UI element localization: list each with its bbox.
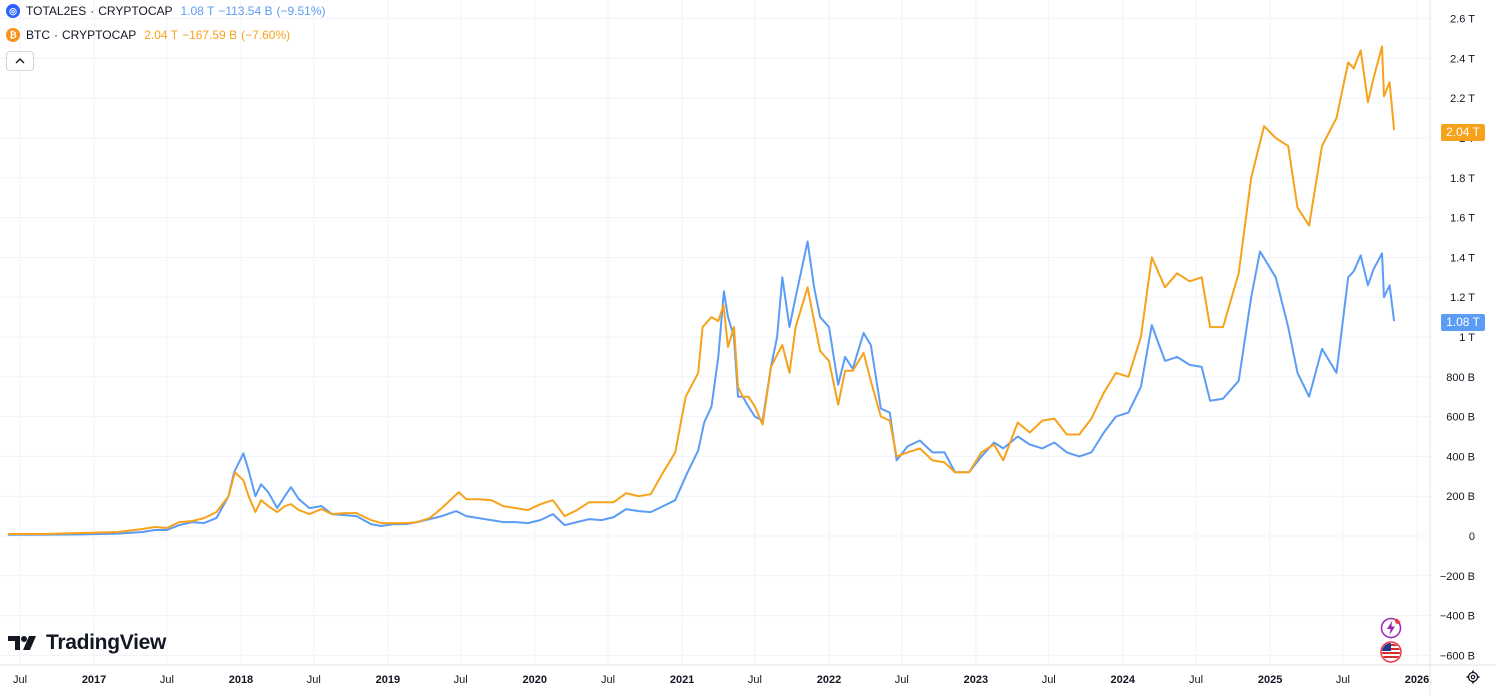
y-tick-label: 200 B bbox=[1446, 491, 1475, 503]
y-tick-label: −600 B bbox=[1440, 650, 1475, 662]
y-tick-label: 1.8 T bbox=[1450, 173, 1475, 185]
legend-change-pct: (−9.51%) bbox=[276, 4, 326, 18]
y-tick-label: 2.4 T bbox=[1450, 53, 1475, 65]
y-tick-label: 1.6 T bbox=[1450, 213, 1475, 225]
price-tag-btc: 2.04 T bbox=[1441, 124, 1485, 141]
y-tick-label: 2.2 T bbox=[1450, 93, 1475, 105]
legend-separator: · bbox=[54, 28, 58, 42]
legend-separator: · bbox=[90, 4, 95, 18]
legend-row-btc[interactable]: ₿ BTC · CRYPTOCAP 2.04 T −167.59 B (−7.6… bbox=[6, 28, 290, 42]
tradingview-logo[interactable]: TradingView bbox=[8, 631, 166, 655]
grid bbox=[0, 0, 1430, 665]
x-tick-label: 2020 bbox=[523, 674, 547, 686]
total2-icon: ◎ bbox=[6, 4, 20, 18]
x-tick-label: 2025 bbox=[1258, 674, 1282, 686]
x-tick-label: 2023 bbox=[964, 674, 988, 686]
logo-text: TradingView bbox=[46, 631, 167, 654]
lightning-icon[interactable] bbox=[1380, 617, 1402, 639]
x-tick-label: 2026 bbox=[1405, 674, 1429, 686]
x-tick-label: Jul bbox=[1189, 674, 1203, 686]
x-tick-label: 2019 bbox=[376, 674, 400, 686]
x-tick-label: Jul bbox=[748, 674, 762, 686]
legend-exchange: CRYPTOCAP bbox=[98, 4, 173, 18]
series-group bbox=[7, 45, 1396, 536]
price-tag-total2es: 1.08 T bbox=[1441, 314, 1485, 331]
chevron-up-icon bbox=[15, 58, 25, 64]
legend-row-total2es[interactable]: ◎ TOTAL2ES · CRYPTOCAP 1.08 T −113.54 B … bbox=[6, 4, 326, 18]
legend-change: −167.59 B bbox=[182, 28, 238, 42]
y-tick-label: −200 B bbox=[1440, 571, 1475, 583]
x-tick-label: 2021 bbox=[670, 674, 694, 686]
series-line-total2es[interactable] bbox=[7, 240, 1396, 536]
x-tick-label: 2022 bbox=[817, 674, 841, 686]
y-tick-label: 0 bbox=[1469, 531, 1475, 543]
series-line-btc[interactable] bbox=[7, 45, 1396, 535]
y-tick-label: 1.2 T bbox=[1450, 292, 1475, 304]
tradingview-logo-icon bbox=[8, 636, 36, 650]
x-tick-label: Jul bbox=[601, 674, 615, 686]
us-flag-icon[interactable] bbox=[1380, 641, 1402, 663]
y-tick-label: 1.4 T bbox=[1450, 252, 1475, 264]
x-tick-label: 2024 bbox=[1111, 674, 1136, 686]
x-tick-label: Jul bbox=[307, 674, 321, 686]
legend-collapse-button[interactable] bbox=[6, 51, 34, 71]
x-tick-label: Jul bbox=[1336, 674, 1350, 686]
y-tick-label: 2.6 T bbox=[1450, 14, 1475, 26]
y-tick-label: 600 B bbox=[1446, 412, 1475, 424]
bitcoin-icon: ₿ bbox=[6, 28, 20, 42]
x-tick-label: Jul bbox=[895, 674, 909, 686]
x-tick-label: Jul bbox=[454, 674, 468, 686]
price-axis[interactable]: 2.6 T2.4 T2.2 T2 T1.8 T1.6 T1.4 T1.2 T1 … bbox=[1440, 14, 1475, 663]
time-axis[interactable]: Jul 2017 Jul 2018 Jul 2019 Jul 2020 Jul 2021 Jul 20… bbox=[13, 674, 1429, 686]
x-tick-label: 2017 bbox=[82, 674, 106, 686]
legend-symbol: BTC bbox=[26, 28, 50, 42]
gear-icon[interactable] bbox=[1466, 670, 1480, 684]
y-tick-label: 800 B bbox=[1446, 372, 1475, 384]
y-tick-label: 400 B bbox=[1446, 451, 1475, 463]
y-tick-label: 1 T bbox=[1459, 332, 1475, 344]
x-tick-label: Jul bbox=[160, 674, 174, 686]
x-tick-label: Jul bbox=[13, 674, 27, 686]
legend-change: −113.54 B bbox=[218, 4, 273, 18]
legend-value: 1.08 T bbox=[180, 4, 215, 18]
y-tick-label: −400 B bbox=[1440, 611, 1475, 623]
legend-exchange: CRYPTOCAP bbox=[62, 28, 137, 42]
legend-change-pct: (−7.60%) bbox=[241, 28, 291, 42]
x-tick-label: 2018 bbox=[229, 674, 253, 686]
x-tick-label: Jul bbox=[1042, 674, 1056, 686]
legend-value: 2.04 T bbox=[144, 28, 179, 42]
legend-symbol: TOTAL2ES bbox=[26, 4, 87, 18]
